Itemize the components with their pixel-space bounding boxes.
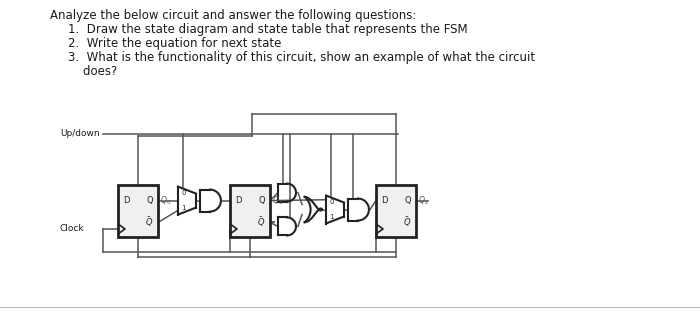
- Text: D: D: [123, 196, 130, 205]
- Text: Q: Q: [405, 196, 411, 205]
- Text: Analyze the below circuit and answer the following questions:: Analyze the below circuit and answer the…: [50, 9, 416, 22]
- Text: $Q_1$: $Q_1$: [272, 194, 283, 207]
- Text: $\bar{Q}$: $\bar{Q}$: [145, 216, 153, 229]
- Text: Up/down: Up/down: [60, 129, 99, 139]
- Text: 3.  What is the functionality of this circuit, show an example of what the circu: 3. What is the functionality of this cir…: [68, 51, 535, 64]
- Text: Clock: Clock: [60, 224, 85, 233]
- Text: 1: 1: [329, 214, 333, 220]
- Text: $\bar{Q}$: $\bar{Q}$: [402, 216, 411, 229]
- Bar: [376, 185, 416, 237]
- Text: 1: 1: [181, 205, 186, 212]
- Text: Q: Q: [258, 196, 265, 205]
- Text: 1.  Draw the state diagram and state table that represents the FSM: 1. Draw the state diagram and state tabl…: [68, 23, 468, 36]
- Text: 2.  Write the equation for next state: 2. Write the equation for next state: [68, 37, 281, 50]
- Text: D: D: [381, 196, 388, 205]
- Bar: [118, 185, 158, 237]
- Text: 0: 0: [329, 199, 333, 205]
- Text: Q: Q: [146, 196, 153, 205]
- Bar: [230, 185, 270, 237]
- Text: 0: 0: [181, 190, 186, 196]
- Text: does?: does?: [68, 65, 118, 78]
- Text: D: D: [235, 196, 241, 205]
- Text: $Q_2$: $Q_2$: [418, 194, 429, 207]
- Text: $\bar{Q}$: $\bar{Q}$: [257, 216, 265, 229]
- Text: $Q_0$: $Q_0$: [160, 194, 171, 207]
